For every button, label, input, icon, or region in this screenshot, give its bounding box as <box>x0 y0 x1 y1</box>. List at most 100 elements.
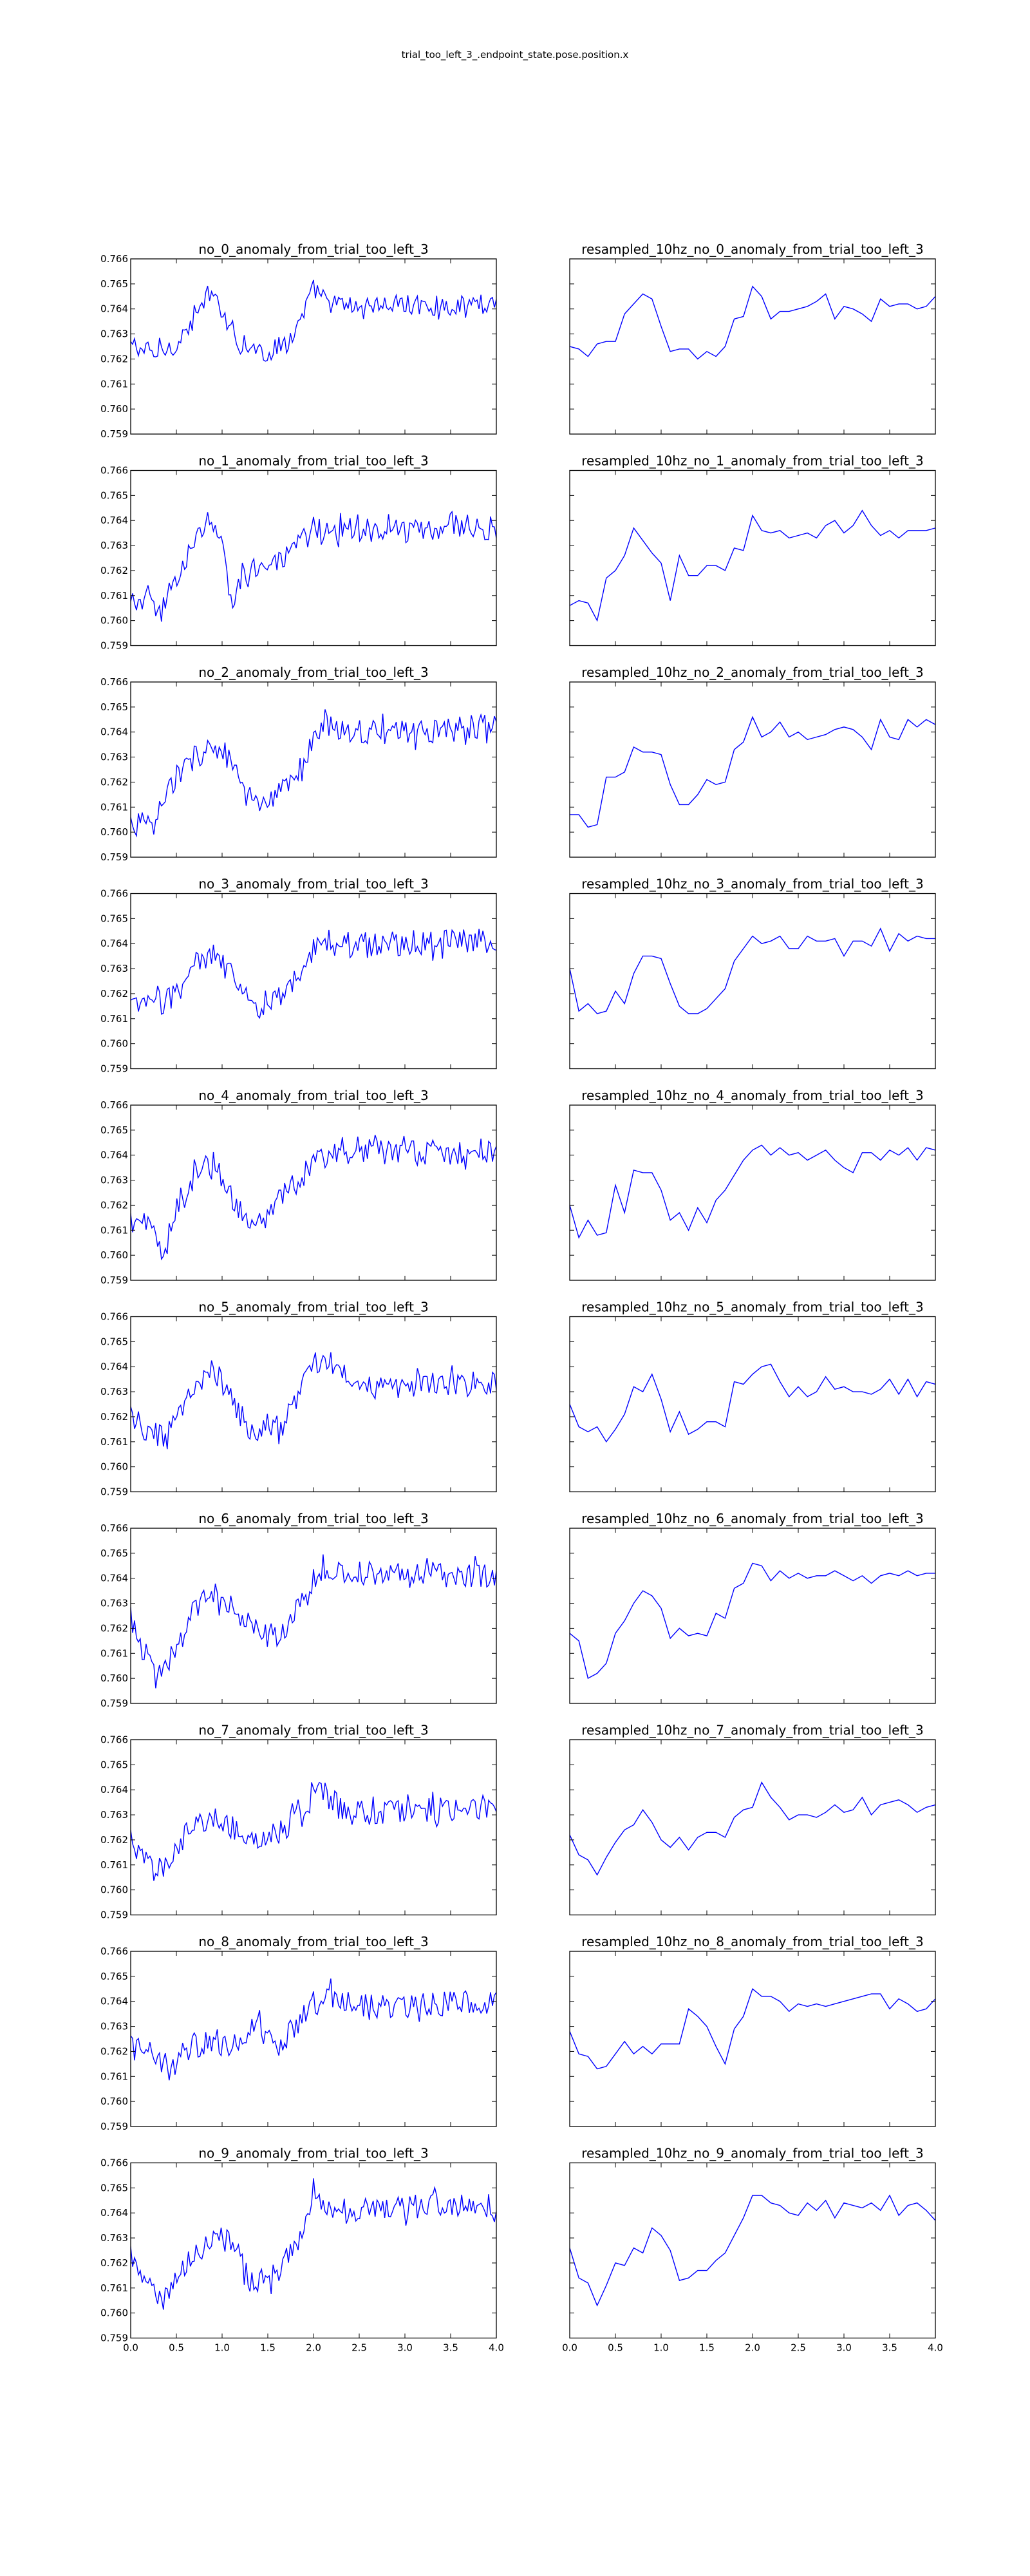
y-tick-label: 0.765 <box>100 913 128 924</box>
y-tick-label: 0.763 <box>100 752 128 763</box>
subplot-title: resampled_10hz_no_5_anomaly_from_trial_t… <box>581 1300 923 1315</box>
resampled-series-line <box>570 1562 935 1680</box>
y-tick-label: 0.764 <box>100 1996 128 2007</box>
x-tick-label: 2.0 <box>745 2342 760 2354</box>
x-tick-label: 0.5 <box>608 2342 623 2354</box>
y-tick-label: 0.761 <box>100 1436 128 1448</box>
subplot-title: no_9_anomaly_from_trial_too_left_3 <box>198 2146 428 2161</box>
y-tick-label: 0.765 <box>100 2182 128 2193</box>
subplot-title: resampled_10hz_no_1_anomaly_from_trial_t… <box>581 453 923 469</box>
x-tick-label: 3.5 <box>443 2342 458 2354</box>
y-tick-label: 0.762 <box>100 1834 128 1846</box>
y-tick-label: 0.760 <box>100 1038 128 1050</box>
subplot-title: no_2_anomaly_from_trial_too_left_3 <box>198 665 428 680</box>
subplot-title: resampled_10hz_no_7_anomaly_from_trial_t… <box>581 1723 923 1738</box>
axes-frame <box>130 1739 497 1916</box>
y-tick-label: 0.759 <box>100 1698 128 1709</box>
y-tick-label: 0.765 <box>100 701 128 713</box>
subplot-title: resampled_10hz_no_4_anomaly_from_trial_t… <box>581 1088 923 1103</box>
subplot-resampled-9: resampled_10hz_no_9_anomaly_from_trial_t… <box>562 2146 943 2354</box>
y-tick-label: 0.764 <box>100 1573 128 1584</box>
subplot-title: resampled_10hz_no_9_anomaly_from_trial_t… <box>581 2146 923 2161</box>
y-tick-label: 0.760 <box>100 615 128 627</box>
raw-series-line <box>131 929 496 1019</box>
y-tick-label: 0.759 <box>100 1274 128 1286</box>
x-tick-label: 2.5 <box>351 2342 367 2354</box>
y-tick-label: 0.762 <box>100 353 128 365</box>
axes-frame <box>130 893 497 1070</box>
y-tick-label: 0.766 <box>100 1946 128 1957</box>
subplot-resampled-5: resampled_10hz_no_5_anomaly_from_trial_t… <box>569 1300 936 1493</box>
y-tick-label: 0.764 <box>100 1784 128 1795</box>
subplot-title: resampled_10hz_no_2_anomaly_from_trial_t… <box>581 665 923 680</box>
axes-frame <box>569 1528 936 1704</box>
x-tick-label: 0.5 <box>169 2342 184 2354</box>
subplot-raw-1: no_1_anomaly_from_trial_too_left_3 0.759 0… <box>100 453 497 652</box>
axes-frame <box>130 1951 497 2127</box>
y-tick-label: 0.760 <box>100 1672 128 1684</box>
y-tick-label: 0.761 <box>100 2282 128 2294</box>
subplot-raw-2: no_2_anomaly_from_trial_too_left_3 0.759 0… <box>100 665 497 863</box>
subplot-resampled-0: resampled_10hz_no_0_anomaly_from_trial_t… <box>569 242 936 435</box>
raw-series-line <box>131 1352 496 1450</box>
y-tick-label: 0.764 <box>100 515 128 526</box>
y-tick-label: 0.762 <box>100 2257 128 2269</box>
axes-frame <box>569 1104 936 1281</box>
y-tick-label: 0.766 <box>100 1522 128 1534</box>
y-tick-label: 0.761 <box>100 1859 128 1871</box>
axes-frame <box>130 1528 497 1704</box>
y-tick-label: 0.764 <box>100 303 128 315</box>
subplot-title: no_7_anomaly_from_trial_too_left_3 <box>198 1723 428 1738</box>
axes-frame <box>130 469 497 647</box>
raw-series-line <box>131 510 496 622</box>
y-tick-label: 0.762 <box>100 776 128 788</box>
x-tick-label: 1.0 <box>653 2342 669 2354</box>
y-tick-label: 0.763 <box>100 1175 128 1186</box>
y-tick-label: 0.762 <box>100 2045 128 2057</box>
resampled-series-line <box>570 1781 935 1876</box>
axes-frame <box>130 258 497 435</box>
y-tick-label: 0.763 <box>100 540 128 551</box>
subplot-title: no_8_anomaly_from_trial_too_left_3 <box>198 1934 428 1949</box>
raw-series-line <box>131 1978 496 2081</box>
y-tick-label: 0.764 <box>100 726 128 738</box>
x-tick-label: 4.0 <box>489 2342 504 2354</box>
resampled-series-line <box>570 715 935 828</box>
y-tick-label: 0.760 <box>100 826 128 838</box>
y-tick-label: 0.759 <box>100 2121 128 2132</box>
y-tick-label: 0.765 <box>100 1759 128 1770</box>
resampled-series-line <box>570 1144 935 1239</box>
raw-series-line <box>131 1781 496 1881</box>
axes-frame <box>569 1316 936 1493</box>
raw-series-line <box>131 1135 496 1261</box>
y-tick-label: 0.764 <box>100 1150 128 1161</box>
x-tick-label: 0.0 <box>123 2342 138 2354</box>
raw-series-line <box>131 1554 496 1689</box>
x-tick-label: 2.0 <box>306 2342 321 2354</box>
x-tick-label: 1.5 <box>699 2342 715 2354</box>
x-tick-label: 1.0 <box>214 2342 230 2354</box>
x-tick-label: 3.5 <box>882 2342 897 2354</box>
axes-frame <box>569 1739 936 1916</box>
x-tick-label: 3.0 <box>397 2342 413 2354</box>
y-tick-label: 0.760 <box>100 1884 128 1896</box>
subplot-title: no_0_anomaly_from_trial_too_left_3 <box>198 242 428 257</box>
resampled-series-line <box>570 1363 935 1443</box>
y-tick-label: 0.765 <box>100 278 128 290</box>
y-tick-label: 0.765 <box>100 1548 128 1559</box>
x-tick-label: 3.0 <box>836 2342 852 2354</box>
y-tick-label: 0.762 <box>100 1199 128 1211</box>
y-tick-label: 0.766 <box>100 253 128 265</box>
y-tick-label: 0.762 <box>100 1622 128 1634</box>
subplot-title: no_3_anomaly_from_trial_too_left_3 <box>198 876 428 892</box>
subplot-title: resampled_10hz_no_0_anomaly_from_trial_t… <box>581 242 923 257</box>
axes-frame <box>569 2162 936 2339</box>
x-tick-label: 4.0 <box>928 2342 943 2354</box>
subplot-resampled-4: resampled_10hz_no_4_anomaly_from_trial_t… <box>569 1088 936 1281</box>
y-tick-label: 0.761 <box>100 1647 128 1659</box>
y-tick-label: 0.760 <box>100 403 128 415</box>
y-tick-label: 0.762 <box>100 988 128 999</box>
y-tick-label: 0.760 <box>100 2096 128 2107</box>
y-tick-label: 0.761 <box>100 801 128 813</box>
